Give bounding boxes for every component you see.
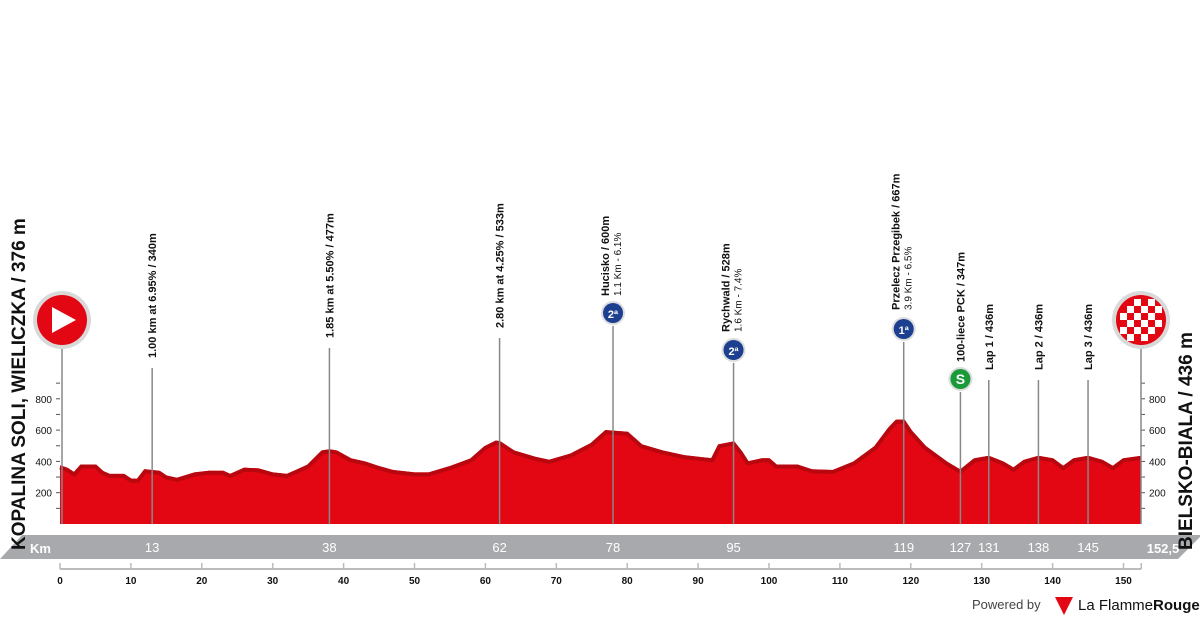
check-square	[1148, 327, 1155, 334]
y-tick-label: 600	[1149, 426, 1166, 437]
icon-text: 2ª	[608, 309, 619, 321]
km-bar-total: 152,5	[1147, 541, 1180, 556]
km-bar-point: 145	[1077, 540, 1099, 555]
point-label: Lap 2 / 436m	[1033, 304, 1045, 370]
check-square	[1134, 299, 1141, 306]
point-sublabel: 1.6 Km - 7.4%	[734, 269, 745, 332]
la-flamme-rouge-logo-icon	[1055, 597, 1073, 615]
climb-icon-fill	[723, 340, 744, 360]
brand-name: La FlammeRouge	[1078, 597, 1200, 614]
km-bar	[0, 535, 1200, 559]
point-label: Lap 1 / 436m	[984, 304, 996, 370]
y-tick-label: 800	[35, 395, 52, 406]
km-bar-point: 138	[1028, 540, 1050, 555]
y-tick-label: 200	[35, 489, 52, 500]
km-bar-point: 78	[606, 540, 620, 555]
check-square	[1127, 306, 1134, 313]
point-sublabel: 1.1 Km - 6.1%	[613, 233, 624, 296]
km-bar-point: 13	[145, 540, 159, 555]
km-bar-point: 127	[950, 540, 972, 555]
x-tick-label: 10	[125, 576, 137, 587]
point-label: 2.80 km at 4.25% / 533m	[495, 203, 507, 328]
check-square	[1148, 313, 1155, 320]
check-square	[1155, 306, 1162, 313]
check-square	[1141, 320, 1148, 327]
point-sublabel: 3.9 Km - 6.5%	[904, 247, 915, 310]
x-tick-label: 70	[551, 576, 563, 587]
km-bar-point: 62	[492, 540, 506, 555]
climb-icon-fill	[893, 319, 914, 339]
x-tick-label: 40	[338, 576, 350, 587]
km-bar-point: 131	[978, 540, 1000, 555]
x-tick-label: 90	[693, 576, 705, 587]
elevation-profile-shade	[59, 419, 1142, 483]
y-tick-label: 600	[35, 426, 52, 437]
x-tick-label: 150	[1115, 576, 1132, 587]
powered-by-text: Powered by	[972, 597, 1041, 612]
icon-text: 2ª	[728, 346, 739, 358]
point-label: Przelecz Przegibek / 667m	[891, 173, 903, 310]
x-tick-label: 120	[902, 576, 919, 587]
elevation-profile-area	[60, 419, 1142, 524]
point-label: Rychwald / 528m	[721, 243, 733, 332]
km-bar-point: 95	[726, 540, 740, 555]
icon-text: S	[956, 371, 965, 387]
point-label: 100-liece PCK / 347m	[955, 252, 967, 362]
check-square	[1127, 320, 1134, 327]
check-square	[1148, 299, 1155, 306]
km-bar-point: 38	[322, 540, 336, 555]
check-square	[1134, 327, 1141, 334]
climb-icon-fill	[603, 303, 624, 323]
start-town-label: KOPALINA SOLI, WIELICZKA / 376 m	[9, 218, 30, 550]
x-tick-label: 60	[480, 576, 492, 587]
km-bar-label: Km	[30, 541, 51, 556]
powered-by: Powered by La FlammeRouge	[972, 597, 1200, 615]
icon-text: 1ª	[899, 325, 910, 337]
x-tick-label: 130	[973, 576, 990, 587]
x-tick-label: 80	[622, 576, 634, 587]
check-square	[1127, 334, 1134, 341]
x-tick-label: 20	[196, 576, 208, 587]
km-bar-point: 119	[893, 540, 914, 555]
x-tick-label: 110	[832, 576, 849, 587]
point-label: Lap 3 / 436m	[1083, 304, 1095, 370]
check-square	[1120, 313, 1127, 320]
check-square	[1120, 327, 1127, 334]
point-label: 1.00 km at 6.95% / 340m	[147, 233, 159, 358]
start-flag-icon	[33, 291, 91, 524]
x-tick-label: 50	[409, 576, 421, 587]
check-square	[1141, 334, 1148, 341]
point-label: 1.85 km at 5.50% / 477m	[324, 213, 336, 338]
checkered-finish-icon	[1112, 291, 1170, 524]
x-tick-label: 0	[57, 576, 63, 587]
point-label: Hucisko / 600m	[600, 216, 612, 296]
y-tick-label: 400	[35, 457, 52, 468]
y-tick-label: 200	[1149, 489, 1166, 500]
x-tick-label: 140	[1044, 576, 1061, 587]
x-tick-label: 30	[267, 576, 279, 587]
y-tick-label: 400	[1149, 457, 1166, 468]
finish-town-label: BIELSKO-BIALA / 436 m	[1176, 332, 1197, 550]
x-tick-label: 100	[761, 576, 778, 587]
sprint-icon-fill	[950, 369, 971, 389]
check-square	[1141, 306, 1148, 313]
check-square	[1155, 320, 1162, 327]
check-square	[1134, 313, 1141, 320]
y-tick-label: 800	[1149, 395, 1166, 406]
